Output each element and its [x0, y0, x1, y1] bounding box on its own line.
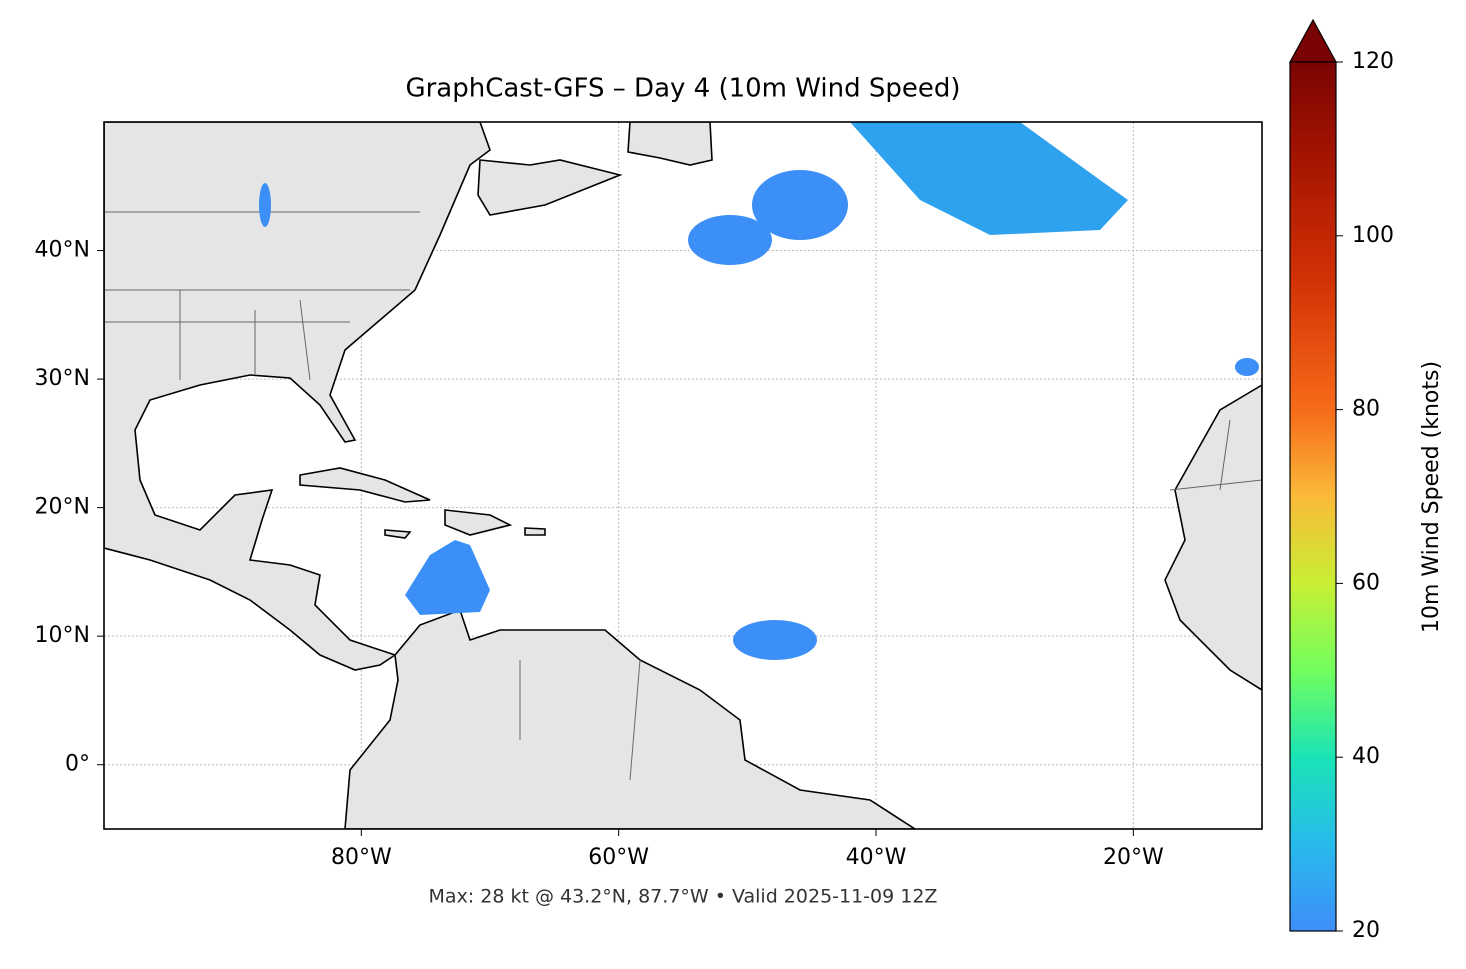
- y-tick-label: 0°: [65, 752, 90, 777]
- colorbar-tick-label: 120: [1352, 49, 1394, 74]
- footnote: Max: 28 kt @ 43.2°N, 87.7°W • Valid 2025…: [429, 886, 938, 908]
- wind-area: [733, 620, 817, 660]
- x-tick-label: 80°W: [331, 845, 392, 870]
- south-america: [344, 608, 917, 829]
- colorbar-tick-label: 20: [1352, 918, 1380, 943]
- newfoundland: [627, 122, 713, 166]
- x-tick-label: 60°W: [588, 845, 649, 870]
- nova-scotia: [477, 159, 623, 216]
- jamaica: [384, 529, 412, 539]
- x-tick-label: 40°W: [846, 845, 907, 870]
- chart-title: GraphCast-GFS – Day 4 (10m Wind Speed): [405, 74, 960, 104]
- map: [104, 122, 1262, 829]
- colorbar: 10m Wind Speed (knots) 20 40 60 80 100 120: [1288, 18, 1444, 943]
- cuba: [299, 467, 431, 503]
- y-tick-label: 10°N: [35, 623, 90, 648]
- africa: [1164, 384, 1262, 691]
- plot-frame: [103, 121, 1263, 830]
- y-tick-label: 30°N: [35, 366, 90, 391]
- wind-area: [688, 215, 772, 265]
- wind-area: [752, 170, 848, 240]
- wind-area: [1235, 358, 1259, 376]
- wind-area: [850, 122, 1128, 235]
- y-tick-label: 40°N: [35, 238, 90, 263]
- colorbar-tick-label: 40: [1352, 744, 1380, 769]
- x-tick-label: 20°W: [1103, 845, 1164, 870]
- puerto-rico: [524, 527, 546, 536]
- wind-area: [259, 183, 271, 227]
- wind-area: [405, 540, 490, 615]
- north-america: [104, 122, 491, 671]
- colorbar-scale: [1289, 61, 1337, 932]
- colorbar-tick-label: 80: [1352, 397, 1380, 422]
- hispaniola: [444, 509, 513, 536]
- colorbar-extension: [1288, 18, 1338, 63]
- y-tick-label: 20°N: [35, 495, 90, 520]
- colorbar-label: 10m Wind Speed (knots): [1419, 361, 1444, 633]
- colorbar-tick-label: 60: [1352, 570, 1380, 595]
- colorbar-tick-label: 100: [1352, 223, 1394, 248]
